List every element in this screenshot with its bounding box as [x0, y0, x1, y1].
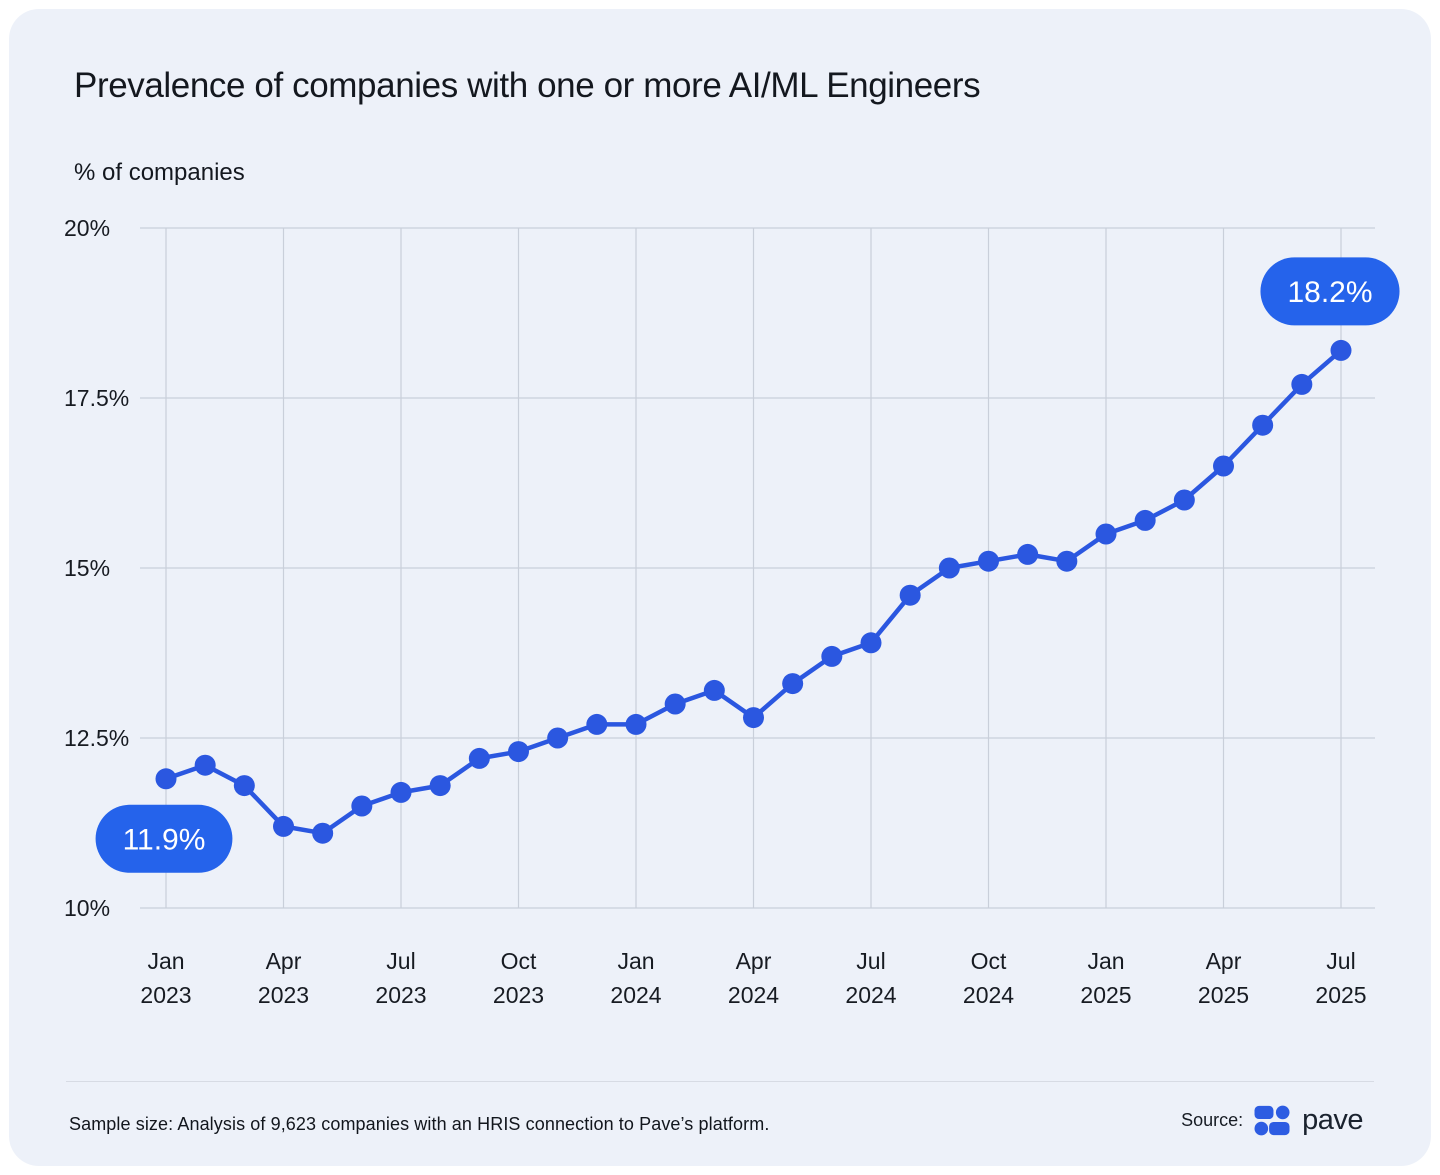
- value-badge-label: 11.9%: [123, 823, 206, 856]
- data-point: [233, 775, 255, 797]
- x-tick-month: Jan: [1087, 948, 1124, 974]
- value-badge-label: 18.2%: [1287, 276, 1372, 309]
- data-point: [782, 673, 804, 695]
- data-point: [586, 713, 608, 735]
- data-point: [1017, 543, 1039, 565]
- data-point: [1056, 550, 1078, 572]
- data-point: [547, 727, 569, 749]
- x-tick-month: Apr: [266, 948, 302, 974]
- y-tick-label: 10%: [64, 895, 110, 921]
- data-point: [938, 557, 960, 579]
- x-tick-year: 2024: [610, 982, 661, 1008]
- chart-title: Prevalence of companies with one or more…: [74, 66, 981, 105]
- y-tick-label: 20%: [64, 215, 110, 241]
- y-tick-label: 15%: [64, 555, 110, 581]
- x-tick-month: Jul: [856, 948, 885, 974]
- x-tick-month: Oct: [501, 948, 537, 974]
- data-point: [1330, 339, 1352, 361]
- data-point: [1213, 455, 1234, 477]
- data-point: [1173, 489, 1195, 511]
- pave-wordmark: pave: [1302, 1104, 1363, 1136]
- x-tick-month: Apr: [1206, 948, 1242, 974]
- data-point: [1095, 523, 1117, 545]
- data-point: [194, 754, 216, 776]
- x-tick-year: 2023: [375, 982, 426, 1008]
- footer-divider: [66, 1081, 1374, 1082]
- sample-size-note: Sample size: Analysis of 9,623 companies…: [69, 1114, 770, 1134]
- chart-card: Prevalence of companies with one or more…: [9, 9, 1431, 1166]
- data-point: [860, 632, 882, 654]
- data-point: [351, 795, 373, 817]
- data-point: [468, 747, 490, 769]
- source-attribution: Source: pave: [1181, 1103, 1363, 1138]
- value-badge: [1260, 257, 1400, 326]
- x-tick-year: 2025: [1198, 982, 1249, 1008]
- y-axis-title: % of companies: [74, 159, 245, 186]
- x-tick-year: 2025: [1315, 982, 1366, 1008]
- pave-logo-icon: [1254, 1103, 1291, 1138]
- x-tick-year: 2025: [1080, 982, 1131, 1008]
- data-point: [508, 741, 529, 763]
- data-point: [821, 645, 843, 667]
- data-point: [978, 550, 999, 572]
- x-tick-month: Oct: [971, 948, 1007, 974]
- data-point: [429, 775, 451, 797]
- source-label: Source:: [1181, 1110, 1244, 1130]
- data-point: [703, 679, 725, 701]
- data-point: [273, 815, 294, 837]
- x-tick-month: Apr: [736, 948, 772, 974]
- x-tick-year: 2024: [963, 982, 1014, 1008]
- data-point: [1134, 509, 1156, 531]
- data-point: [743, 707, 764, 729]
- data-point: [1252, 414, 1274, 436]
- data-point: [1291, 373, 1313, 395]
- x-tick-year: 2024: [728, 982, 779, 1008]
- x-tick-month: Jan: [617, 948, 654, 974]
- y-tick-label: 12.5%: [64, 725, 129, 751]
- data-point: [312, 822, 334, 844]
- y-tick-label: 17.5%: [64, 385, 129, 411]
- x-tick-month: Jan: [147, 948, 184, 974]
- x-tick-month: Jul: [386, 948, 415, 974]
- x-tick-year: 2023: [258, 982, 309, 1008]
- value-badge: [95, 804, 233, 873]
- data-point: [664, 693, 686, 715]
- x-tick-month: Jul: [1326, 948, 1355, 974]
- data-point: [899, 584, 921, 606]
- x-tick-year: 2023: [140, 982, 191, 1008]
- x-tick-year: 2023: [493, 982, 544, 1008]
- x-tick-year: 2024: [845, 982, 896, 1008]
- data-point: [155, 768, 177, 790]
- data-point: [625, 713, 647, 735]
- data-point: [390, 781, 412, 803]
